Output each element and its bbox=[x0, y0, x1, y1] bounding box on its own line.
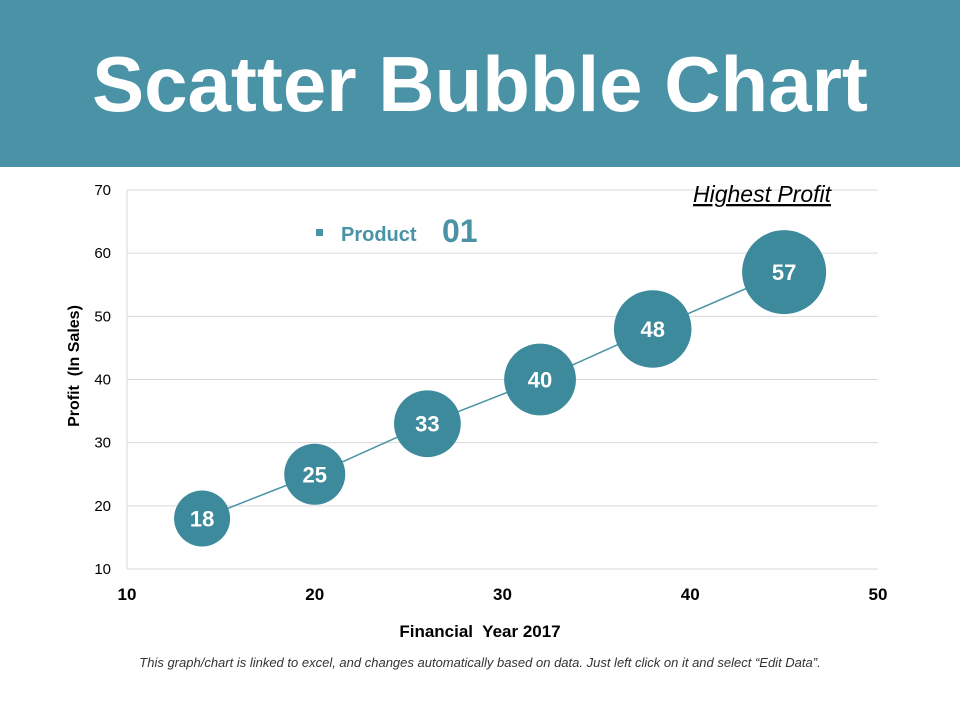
x-tick-label: 30 bbox=[493, 585, 512, 604]
x-tick-label: 50 bbox=[869, 585, 888, 604]
y-tick-label: 50 bbox=[94, 308, 111, 325]
y-tick-label: 10 bbox=[94, 561, 111, 578]
bubble-point[interactable]: 57 bbox=[742, 230, 827, 315]
bubble-data-label: 18 bbox=[190, 506, 214, 531]
bubble[interactable] bbox=[174, 490, 231, 547]
legend-marker bbox=[316, 229, 323, 236]
bubble[interactable] bbox=[742, 230, 827, 315]
y-tick-label: 70 bbox=[94, 182, 111, 199]
bubble-point[interactable]: 48 bbox=[613, 290, 692, 368]
bubble-data-label: 48 bbox=[640, 317, 664, 342]
bubble[interactable] bbox=[504, 343, 576, 416]
y-tick-label: 60 bbox=[94, 245, 111, 262]
y-axis-label: Profit (In Sales) bbox=[66, 305, 83, 427]
bubble-data-label: 40 bbox=[528, 368, 552, 393]
bubble-point[interactable]: 18 bbox=[174, 490, 231, 547]
title-banner: Scatter Bubble Chart bbox=[0, 0, 960, 167]
x-tick-label: 10 bbox=[118, 585, 137, 604]
bubble-point[interactable]: 40 bbox=[504, 343, 576, 416]
bubble[interactable] bbox=[394, 390, 461, 458]
bubble-data-label: 25 bbox=[303, 462, 327, 487]
bubble-data-label: 57 bbox=[772, 260, 796, 285]
x-axis-label: Financial Year 2017 bbox=[399, 622, 560, 641]
legend-label: Product bbox=[341, 224, 417, 246]
slide-title: Scatter Bubble Chart bbox=[92, 39, 868, 128]
y-tick-label: 20 bbox=[94, 498, 111, 515]
legend: Product 01 bbox=[316, 213, 478, 249]
axes: 10 20 30 40 50 60 70 10 20 30 40 50 bbox=[94, 182, 887, 604]
bubble-point[interactable]: 25 bbox=[284, 443, 346, 505]
bubble-point[interactable]: 33 bbox=[394, 390, 461, 458]
y-tick-label: 30 bbox=[94, 435, 111, 452]
y-tick-label: 40 bbox=[94, 372, 111, 389]
bubbles[interactable]: 18 25 33 40 48 57 bbox=[174, 230, 827, 547]
bubble-data-label: 33 bbox=[415, 412, 439, 437]
highest-profit-annotation: Highest Profit bbox=[693, 181, 833, 207]
bubble[interactable] bbox=[613, 290, 692, 368]
x-tick-label: 40 bbox=[681, 585, 700, 604]
x-tick-label: 20 bbox=[305, 585, 324, 604]
bubble[interactable] bbox=[284, 443, 346, 505]
footnote: This graph/chart is linked to excel, and… bbox=[139, 655, 821, 670]
legend-number: 01 bbox=[442, 213, 478, 249]
